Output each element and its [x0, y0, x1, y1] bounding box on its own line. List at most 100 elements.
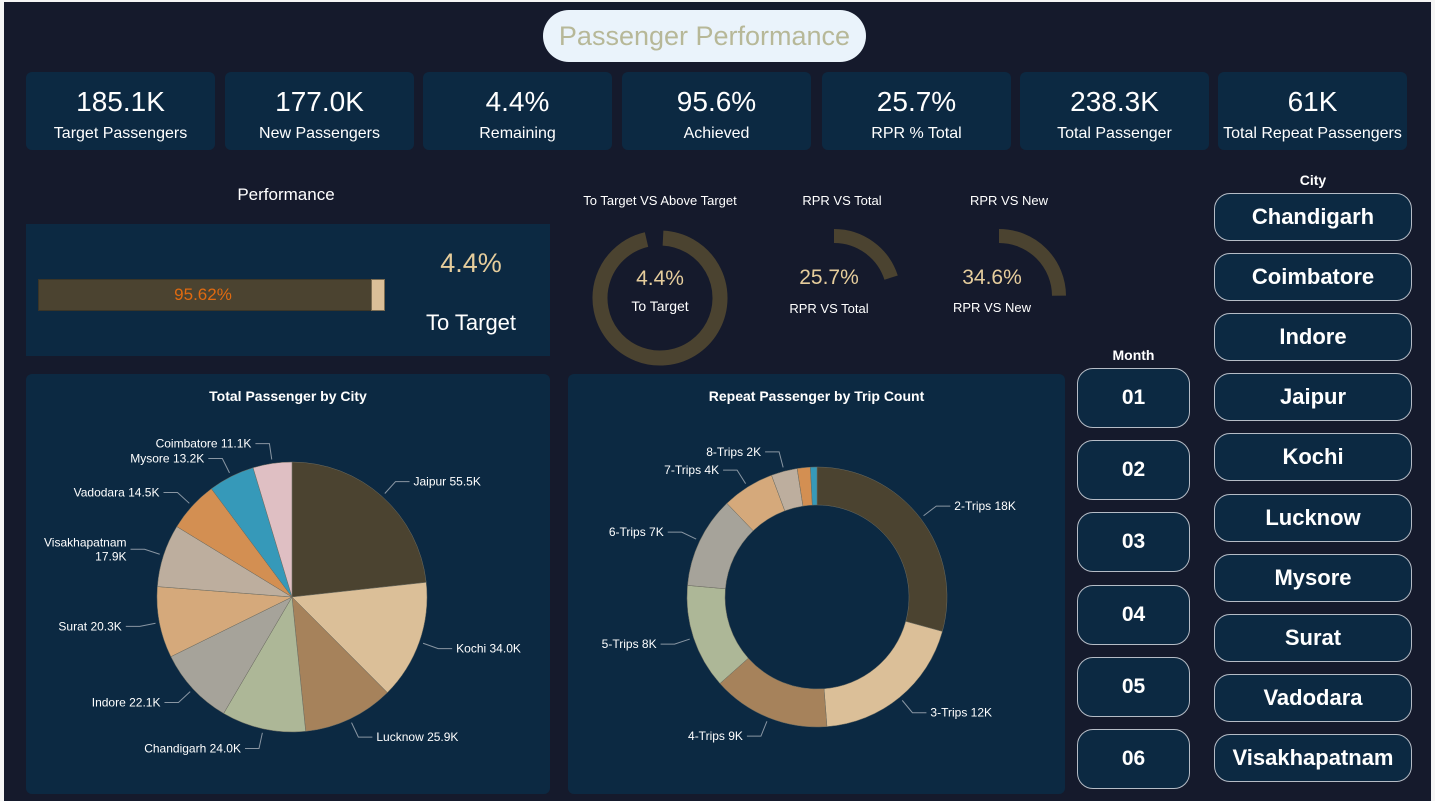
kpi-value: 25.7% [876, 86, 957, 117]
gauge-label-to-target: To Target [631, 298, 689, 314]
to-target-ring-gauge [592, 230, 728, 366]
city-option-jaipur[interactable]: Jaipur [1214, 373, 1412, 421]
city-slicer-title: City [1299, 172, 1327, 188]
data-label: Jaipur 55.5K [413, 475, 480, 489]
gauge-title-rpr-total: RPR VS Total [802, 193, 882, 208]
slice-kochi[interactable] [291, 582, 428, 693]
data-label: 4-Trips 9K [688, 729, 743, 743]
repeat-passenger-by-trip-count-card: Repeat Passenger by Trip Count 2-Trips 1… [568, 374, 1065, 794]
slice-coimbatore[interactable] [252, 461, 293, 598]
kpi-label: Total Repeat Passengers [1223, 125, 1402, 142]
city-option-vadodara[interactable]: Vadodara [1214, 674, 1412, 722]
month-option-02[interactable]: 02 [1077, 440, 1190, 500]
city-option-surat[interactable]: Surat [1214, 614, 1412, 662]
month-option-03[interactable]: 03 [1077, 512, 1190, 572]
data-label: 6-Trips 7K [609, 525, 664, 539]
leader-line [660, 638, 690, 645]
data-label: Coimbatore 11.1K [156, 437, 252, 451]
data-label: 7-Trips 4K [664, 463, 719, 477]
month-option-01[interactable]: 01 [1077, 368, 1190, 428]
data-label: Surat 20.3K [58, 619, 121, 633]
performance-remaining-label: To Target [425, 310, 517, 335]
leader-line [125, 622, 156, 627]
city-option-kochi[interactable]: Kochi [1214, 433, 1412, 481]
performance-bar-remaining [371, 279, 385, 311]
city-pie-chart: Jaipur 55.5K Kochi 34.0K Lucknow 25.9K Chan… [44, 437, 521, 756]
slice-2-trips[interactable] [816, 466, 948, 632]
slice-3-trips[interactable] [823, 621, 943, 727]
data-label: 2-Trips 18K [954, 499, 1016, 513]
city-option-coimbatore[interactable]: Coimbatore [1214, 253, 1412, 301]
kpi-value: 95.6% [676, 86, 757, 117]
data-label: Chandigarh 24.0K [144, 741, 241, 755]
leader-line [923, 505, 951, 517]
gauge-value-to-target: 4.4% [636, 267, 684, 290]
slice-lucknow[interactable] [291, 596, 388, 732]
data-label: 3-Trips 12K [930, 706, 992, 720]
data-label: 8-Trips 2K [706, 445, 761, 459]
gauge-arc [833, 229, 898, 281]
leader-line [351, 722, 373, 738]
data-label: Vadodara 14.5K [74, 486, 160, 500]
gauge-label-rpr-new: RPR VS New [952, 300, 1032, 315]
kpi-value: 238.3K [1070, 86, 1159, 117]
gauge-title-to-target: To Target VS Above Target [583, 193, 737, 208]
slice-10-trips[interactable] [810, 466, 818, 506]
rpr-vs-total-gauge [833, 229, 898, 281]
gauge-label-rpr-total: RPR VS Total [789, 301, 869, 316]
kpi-card-total-repeat-passengers: 61K Total Repeat Passengers [1218, 72, 1407, 150]
leader-line [384, 481, 410, 494]
month-option-05[interactable]: 05 [1077, 657, 1190, 717]
data-label: Lucknow 25.9K [376, 730, 458, 744]
leader-line [244, 732, 263, 749]
kpi-card-achieved: 95.6% Achieved [622, 72, 811, 150]
leader-line [130, 548, 160, 555]
trip-count-donut-chart: 2-Trips 18K 3-Trips 12K 4-Trips 9K 5-Trips … [602, 445, 1016, 743]
data-label: Indore 22.1K [92, 696, 161, 710]
kpi-card-new-passengers: 177.0K New Passengers [225, 72, 414, 150]
data-label: Visakhapatnam [44, 535, 127, 549]
kpi-label: Target Passengers [53, 125, 188, 142]
data-label: 5-Trips 8K [602, 637, 657, 651]
page-title: Passenger Performance [543, 10, 866, 62]
total-passenger-by-city-card: Total Passenger by City Jaipur 55.5K Koch… [26, 374, 550, 794]
city-option-indore[interactable]: Indore [1214, 313, 1412, 361]
gauge-arc [998, 229, 1066, 296]
leader-line [255, 443, 273, 460]
city-option-mysore[interactable]: Mysore [1214, 554, 1412, 602]
kpi-card-target-passengers: 185.1K Target Passengers [26, 72, 215, 150]
gauge-arc [592, 230, 728, 366]
city-option-chandigarh[interactable]: Chandigarh [1214, 193, 1412, 241]
kpi-label: Remaining [479, 125, 556, 142]
slice-jaipur[interactable] [291, 461, 427, 598]
kpi-value: 61K [1287, 86, 1338, 117]
kpi-card-remaining: 4.4% Remaining [423, 72, 612, 150]
kpi-value: 185.1K [76, 86, 165, 117]
kpi-value: 4.4% [485, 86, 550, 117]
leader-line [723, 469, 747, 484]
leader-line [422, 642, 453, 650]
slice-chandigarh[interactable] [223, 596, 306, 733]
month-option-04[interactable]: 04 [1077, 585, 1190, 645]
leader-line [163, 492, 190, 504]
kpi-card-rpr-total: 25.7% RPR % Total [822, 72, 1011, 150]
leader-line [901, 700, 927, 714]
performance-card: 95.62% 4.4% To Target [26, 224, 550, 356]
leader-line [208, 458, 230, 474]
performance-remaining-value: 4.4% [440, 248, 502, 278]
rpr-vs-new-gauge [998, 229, 1066, 296]
performance-bar-achieved [38, 279, 385, 311]
leader-line [765, 451, 784, 468]
slice-indore[interactable] [170, 596, 293, 714]
dashboard: Passenger Performance 185.1K Target Pass… [4, 2, 1431, 801]
month-option-06[interactable]: 06 [1077, 729, 1190, 789]
kpi-label: RPR % Total [871, 125, 962, 142]
performance-bar-label: 95.62% [174, 285, 232, 304]
kpi-value: 177.0K [275, 86, 364, 117]
performance-title: Performance [237, 185, 335, 204]
city-option-lucknow[interactable]: Lucknow [1214, 494, 1412, 542]
kpi-label: New Passengers [259, 125, 380, 142]
city-option-visakhapatnam[interactable]: Visakhapatnam [1214, 734, 1412, 782]
kpi-card-total-passenger: 238.3K Total Passenger [1020, 72, 1209, 150]
gauge-title-rpr-new: RPR VS New [969, 193, 1049, 208]
